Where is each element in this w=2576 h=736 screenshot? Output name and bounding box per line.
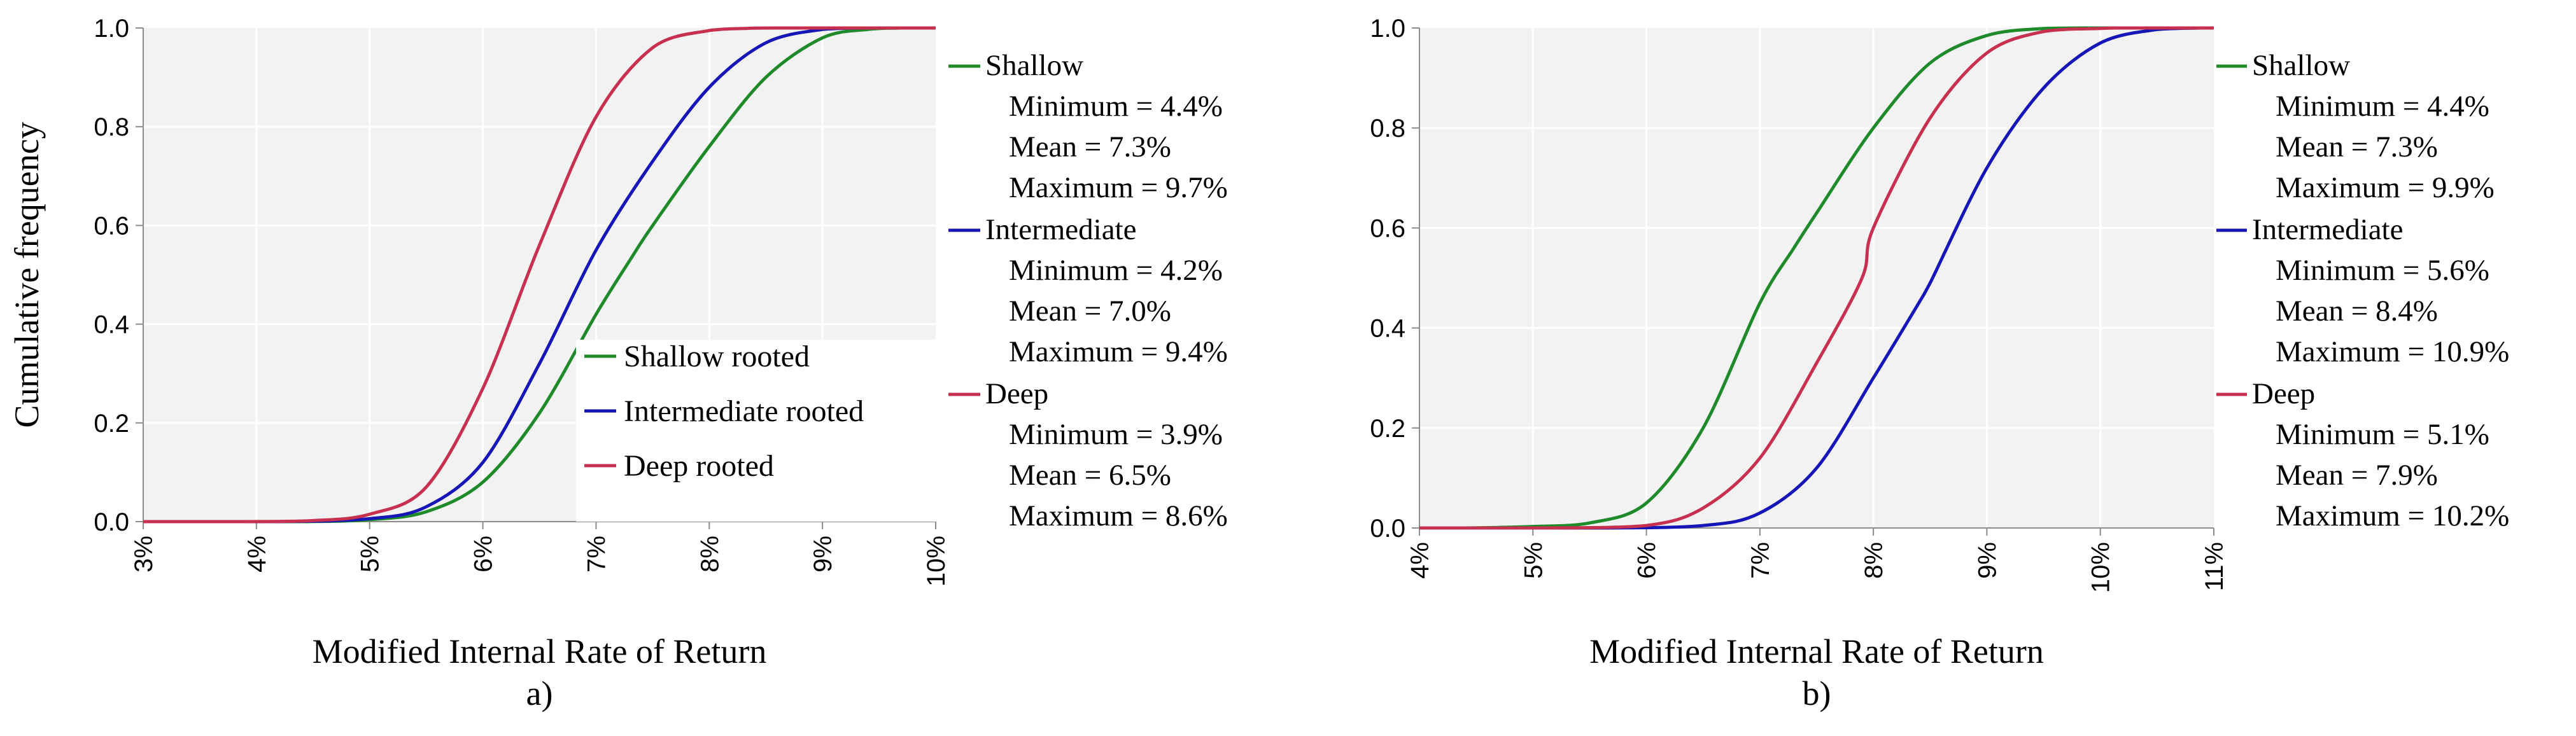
- x-tick-label: 7%: [582, 536, 610, 573]
- y-tick-label: 1.0: [94, 15, 129, 43]
- stats-block-intermediate: Intermediate Minimum = 4.2% Mean = 7.0% Max…: [948, 213, 1228, 368]
- plot-area: [1419, 28, 2214, 528]
- x-tick-label: 5%: [1519, 542, 1547, 579]
- series-line-intermediate: [143, 26, 936, 524]
- y-tick-label: 0.6: [94, 212, 129, 240]
- series-line-deep: [1419, 26, 2214, 530]
- series-line-shallow: [1419, 26, 2214, 530]
- legend: Shallow rooted Intermediate rooted Deep ro…: [576, 340, 936, 522]
- x-axis-label: Modified Internal Rate of Return: [313, 632, 767, 670]
- y-tick-label: 0.0: [1370, 515, 1405, 543]
- y-tick-label: 0.8: [94, 113, 129, 141]
- stats-maximum-shallow: Maximum = 9.9%: [2276, 171, 2495, 204]
- x-tick-label: 4%: [243, 536, 271, 573]
- stats-minimum-intermediate: Minimum = 4.2%: [1009, 254, 1223, 287]
- stats-name-intermediate: Intermediate: [985, 213, 1136, 246]
- stats-name-deep: Deep: [2252, 377, 2315, 410]
- stats-mean-intermediate: Mean = 8.4%: [2276, 295, 2438, 328]
- stats-block-deep: Deep Minimum = 3.9% Mean = 6.5% Maximum = 8…: [948, 377, 1228, 532]
- x-tick-label: 8%: [1860, 542, 1888, 579]
- legend-label-intermediate: Intermediate rooted: [624, 394, 864, 428]
- chart-panel-b: 0.0 0.2 0.4 0.6 0.8 1.0 4% 5% 6% 7% 8% 9% 10% 11% Modi…: [1370, 15, 2509, 712]
- y-tick-label: 0.4: [94, 311, 129, 339]
- stats-maximum-deep: Maximum = 8.6%: [1009, 499, 1228, 532]
- stats-minimum-intermediate: Minimum = 5.6%: [2276, 254, 2489, 287]
- stats-name-shallow: Shallow: [985, 49, 1083, 82]
- stats-block-intermediate: Intermediate Minimum = 5.6% Mean = 8.4% Max…: [2216, 213, 2509, 368]
- stats-maximum-intermediate: Maximum = 9.4%: [1009, 335, 1228, 368]
- series-line-deep: [143, 26, 936, 524]
- x-tick-label: 4%: [1406, 542, 1434, 579]
- stats-maximum-deep: Maximum = 10.2%: [2276, 499, 2509, 532]
- legend-label-shallow: Shallow rooted: [624, 340, 810, 373]
- y-tick-label: 0.4: [1370, 315, 1405, 343]
- chart-panel-a: 0.0 0.2 0.4 0.6 0.8 1.0 3% 4% 5% 6% 7% 8% 9% 10% Cumul…: [8, 15, 1228, 712]
- stats-block-deep: Deep Minimum = 5.1% Mean = 7.9% Maximum = 1…: [2216, 377, 2509, 532]
- stats-mean-deep: Mean = 6.5%: [1009, 459, 1171, 492]
- stats-minimum-deep: Minimum = 3.9%: [1009, 418, 1223, 451]
- x-tick-label: 7%: [1747, 542, 1775, 579]
- stats-mean-shallow: Mean = 7.3%: [1009, 130, 1171, 163]
- y-axis-label: Cumulative frequency: [8, 122, 46, 427]
- x-tick-label: 3%: [130, 536, 158, 573]
- x-tick-label: 9%: [809, 536, 837, 573]
- stats-mean-shallow: Mean = 7.3%: [2276, 130, 2438, 163]
- x-tick-label: 11%: [2200, 542, 2228, 591]
- x-tick-label: 10%: [2087, 542, 2115, 593]
- x-tick-label: 6%: [470, 536, 498, 573]
- stats-block-shallow: Shallow Minimum = 4.4% Mean = 7.3% Maximum …: [2216, 49, 2495, 204]
- x-tick-label: 5%: [356, 536, 384, 573]
- y-tick-label: 0.0: [94, 508, 129, 536]
- panel-label: b): [1803, 674, 1831, 712]
- stats-minimum-shallow: Minimum = 4.4%: [2276, 90, 2489, 123]
- stats-mean-deep: Mean = 7.9%: [2276, 459, 2438, 492]
- legend-label-deep: Deep rooted: [624, 449, 774, 483]
- stats-minimum-deep: Minimum = 5.1%: [2276, 418, 2489, 451]
- x-tick-label: 6%: [1633, 542, 1661, 579]
- stats-name-shallow: Shallow: [2252, 49, 2350, 82]
- stats-minimum-shallow: Minimum = 4.4%: [1009, 90, 1223, 123]
- x-axis-label: Modified Internal Rate of Return: [1589, 632, 2044, 670]
- stats-maximum-intermediate: Maximum = 10.9%: [2276, 335, 2509, 368]
- stats-mean-intermediate: Mean = 7.0%: [1009, 295, 1171, 328]
- stats-name-deep: Deep: [985, 377, 1048, 410]
- x-tick-label: 9%: [1973, 542, 2001, 579]
- stats-block-shallow: Shallow Minimum = 4.4% Mean = 7.3% Maximum …: [948, 49, 1228, 204]
- stats-maximum-shallow: Maximum = 9.7%: [1009, 171, 1228, 204]
- x-tick-label: 8%: [696, 536, 724, 573]
- y-tick-label: 0.6: [1370, 214, 1405, 242]
- x-tick-label: 10%: [922, 536, 950, 587]
- legend-box: [576, 340, 936, 522]
- panel-label: a): [526, 674, 553, 712]
- y-tick-label: 0.8: [1370, 115, 1405, 142]
- y-tick-label: 1.0: [1370, 15, 1405, 43]
- stats-name-intermediate: Intermediate: [2252, 213, 2403, 246]
- y-tick-label: 0.2: [94, 410, 129, 438]
- y-tick-label: 0.2: [1370, 415, 1405, 443]
- series-line-intermediate: [1419, 26, 2214, 530]
